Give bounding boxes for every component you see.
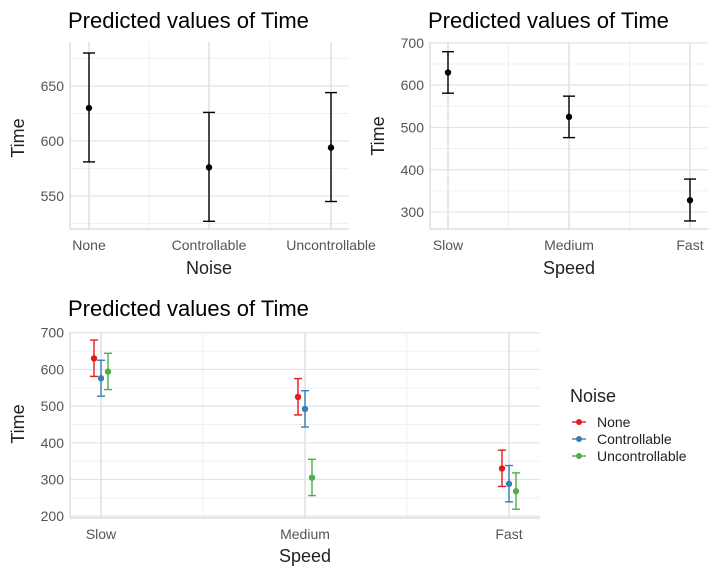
y-tick-label: 500 bbox=[401, 119, 425, 135]
data-point bbox=[327, 144, 335, 151]
data-point bbox=[104, 368, 112, 375]
data-point bbox=[301, 405, 309, 413]
panel-speed-by-noise: Predicted values of Time Speed Time Slow… bbox=[8, 296, 540, 566]
data-point bbox=[512, 488, 520, 495]
panel-noise-y-ticks: 550 600 650 bbox=[41, 78, 65, 204]
data-point bbox=[205, 164, 213, 171]
y-tick-label: 650 bbox=[41, 78, 65, 94]
data-point bbox=[686, 197, 694, 204]
panel-speed-by-noise-y-axis-title: Time bbox=[8, 404, 28, 443]
panel-speed-by-noise-x-ticks: Slow Medium Fast bbox=[86, 526, 523, 542]
data-point bbox=[90, 355, 98, 362]
panel-noise-y-axis-title: Time bbox=[8, 118, 28, 157]
panel-speed-x-axis-title: Speed bbox=[543, 258, 595, 278]
y-tick-label: 700 bbox=[41, 325, 65, 341]
y-tick-label: 200 bbox=[41, 508, 65, 524]
panel-noise-title: Predicted values of Time bbox=[68, 8, 309, 33]
panel-speed-by-noise-title: Predicted values of Time bbox=[68, 296, 309, 321]
x-tick-label: None bbox=[72, 237, 106, 253]
legend-key-point bbox=[576, 453, 582, 459]
panel-speed-by-noise-x-axis-title: Speed bbox=[279, 546, 331, 566]
panel-noise-x-ticks: None Controllable Uncontrollable bbox=[72, 237, 376, 253]
y-tick-label: 400 bbox=[41, 435, 65, 451]
panel-speed-x-ticks: Slow Medium Fast bbox=[433, 237, 704, 253]
panel-speed: Predicted values of Time Speed Time Slow… bbox=[368, 8, 708, 278]
data-point bbox=[308, 474, 316, 481]
legend-label: None bbox=[597, 414, 631, 430]
x-tick-label: Medium bbox=[544, 237, 594, 253]
legend-key-point bbox=[576, 419, 582, 425]
data-point bbox=[505, 480, 513, 488]
x-tick-label: Fast bbox=[676, 237, 703, 253]
x-tick-label: Slow bbox=[86, 526, 117, 542]
panel-noise-x-axis-title: Noise bbox=[186, 258, 232, 278]
x-tick-label: Slow bbox=[433, 237, 464, 253]
panel-speed-by-noise-y-ticks: 200 300 400 500 600 700 bbox=[41, 325, 65, 524]
data-point bbox=[85, 104, 93, 112]
y-tick-label: 400 bbox=[401, 162, 425, 178]
y-tick-label: 550 bbox=[41, 188, 65, 204]
panel-speed-title: Predicted values of Time bbox=[428, 8, 669, 33]
data-point bbox=[565, 113, 573, 121]
data-point bbox=[97, 375, 105, 382]
x-tick-label: Controllable bbox=[172, 237, 247, 253]
data-point bbox=[294, 393, 302, 401]
x-tick-label: Uncontrollable bbox=[286, 237, 376, 253]
legend-title: Noise bbox=[570, 386, 616, 406]
legend-label: Uncontrollable bbox=[597, 448, 687, 464]
y-tick-label: 600 bbox=[41, 133, 65, 149]
y-tick-label: 300 bbox=[41, 471, 65, 487]
y-tick-label: 600 bbox=[401, 77, 425, 93]
panel-noise: Predicted values of Time Noise Time None… bbox=[8, 8, 376, 278]
y-tick-label: 500 bbox=[41, 398, 65, 414]
y-tick-label: 300 bbox=[401, 204, 425, 220]
panel-speed-marks bbox=[442, 51, 696, 222]
panel-speed-y-axis-title: Time bbox=[368, 116, 388, 155]
data-point bbox=[498, 465, 506, 472]
y-tick-label: 700 bbox=[401, 35, 425, 51]
y-tick-label: 600 bbox=[41, 361, 65, 377]
x-tick-label: Fast bbox=[495, 526, 522, 542]
legend-label: Controllable bbox=[597, 431, 672, 447]
panel-noise-marks bbox=[83, 52, 337, 223]
panel-speed-by-noise-marks bbox=[90, 339, 520, 510]
x-tick-label: Medium bbox=[280, 526, 330, 542]
legend-key-point bbox=[576, 436, 582, 442]
data-point bbox=[444, 69, 452, 76]
panel-speed-y-ticks: 300 400 500 600 700 bbox=[401, 35, 425, 220]
